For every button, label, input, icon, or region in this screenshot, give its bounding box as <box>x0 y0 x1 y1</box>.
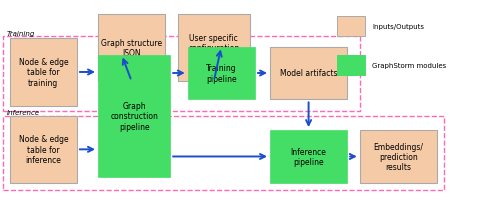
FancyBboxPatch shape <box>338 17 364 37</box>
Text: Training
pipeline: Training pipeline <box>206 64 236 83</box>
Text: Training: Training <box>6 31 35 37</box>
Text: Graph
construction
pipeline: Graph construction pipeline <box>110 101 158 131</box>
FancyBboxPatch shape <box>360 130 437 183</box>
FancyBboxPatch shape <box>338 55 364 76</box>
Text: Inference
pipeline: Inference pipeline <box>290 147 326 166</box>
Text: Graph structure
JSON: Graph structure JSON <box>101 39 162 58</box>
Text: Inputs/Outputs: Inputs/Outputs <box>372 24 424 30</box>
FancyBboxPatch shape <box>178 15 250 82</box>
FancyBboxPatch shape <box>10 116 77 183</box>
FancyBboxPatch shape <box>270 47 347 100</box>
Text: User specific
configuration
YAML: User specific configuration YAML <box>188 33 240 63</box>
Text: Model artifacts: Model artifacts <box>280 69 338 78</box>
Text: Inference: Inference <box>6 109 40 115</box>
FancyBboxPatch shape <box>98 15 165 82</box>
FancyBboxPatch shape <box>188 47 255 100</box>
Text: GraphStorm modules: GraphStorm modules <box>372 63 446 69</box>
FancyBboxPatch shape <box>270 130 347 183</box>
Text: Node & edge
table for
training: Node & edge table for training <box>18 58 68 88</box>
FancyBboxPatch shape <box>10 39 77 106</box>
Text: Embeddings/
prediction
results: Embeddings/ prediction results <box>374 142 424 172</box>
FancyBboxPatch shape <box>98 55 170 177</box>
Text: Node & edge
table for
inference: Node & edge table for inference <box>18 135 68 164</box>
